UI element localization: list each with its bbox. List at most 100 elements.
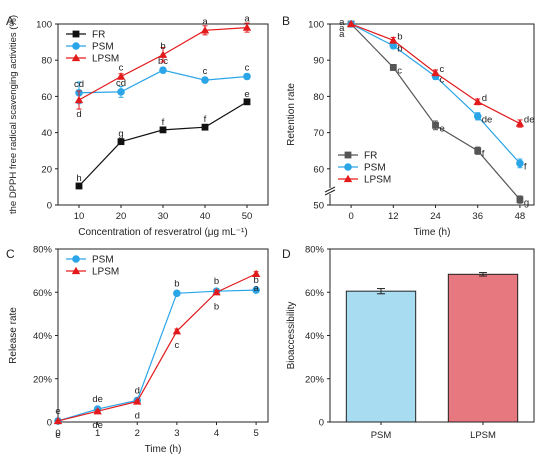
x-tick-label: 0: [55, 428, 60, 439]
legend-label: FR: [92, 30, 105, 41]
y-tick-label: 80%: [33, 245, 53, 256]
series-line: [350, 23, 521, 164]
panel-letter: C: [6, 247, 15, 261]
significance-label: c: [397, 65, 402, 76]
series-line: [57, 273, 257, 422]
series-fr: a c e f g: [339, 17, 529, 209]
legend-marker: [343, 174, 353, 183]
data-point: [212, 288, 221, 296]
data-point: [173, 289, 181, 298]
data-point: [389, 36, 398, 44]
legend-marker: [71, 266, 81, 275]
panel-letter: D: [282, 247, 291, 261]
significance-label: e: [55, 430, 60, 441]
x-tick-label: 3: [174, 428, 179, 439]
significance-label: c: [203, 66, 208, 77]
legend-label: LPSM: [364, 175, 391, 186]
y-tick-label: 60: [41, 92, 52, 103]
legend-marker: [72, 42, 80, 50]
data-point: [474, 147, 482, 155]
y-tick-label: 40: [41, 128, 52, 139]
x-axis-label: Concentration of resveratrol (μg mL⁻¹): [78, 227, 247, 238]
data-point: [389, 64, 397, 71]
y-tick-label: 0: [319, 418, 324, 429]
y-tick-label: 20: [41, 164, 52, 175]
legend-label: LPSM: [92, 54, 119, 65]
significance-label: c: [174, 340, 179, 351]
data-point: [93, 406, 102, 415]
y-tick-label: 40%: [33, 331, 53, 342]
y-axis-label: the DPPH free radical scavenging activit…: [8, 15, 19, 214]
significance-label: c: [119, 62, 124, 73]
significance-label: a: [339, 29, 345, 40]
significance-label: a: [244, 14, 250, 25]
data-point: [133, 397, 142, 405]
significance-label: b: [174, 278, 179, 289]
series-fr: h g f f e: [75, 89, 251, 190]
data-point: [201, 76, 209, 84]
significance-label: f: [524, 161, 527, 172]
significance-label: de: [92, 420, 103, 431]
x-tick-label: 4: [214, 428, 219, 439]
panel-letter: B: [282, 14, 290, 28]
data-point: [74, 95, 84, 104]
x-tick-label: 5: [253, 428, 258, 439]
significance-label: e: [55, 406, 60, 417]
data-point: [516, 196, 524, 203]
data-point: [159, 66, 167, 74]
legend-label: PSM: [92, 42, 114, 53]
significance-label: de: [482, 114, 493, 125]
data-point: [172, 326, 182, 335]
data-point: [516, 159, 524, 168]
legend-label: FR: [364, 151, 377, 162]
y-tick-label: 50: [313, 201, 324, 212]
data-point: [75, 182, 83, 190]
plot-frame: [57, 248, 269, 423]
y-tick-label: 80: [41, 56, 52, 67]
x-tick-label: 40: [200, 211, 211, 222]
series-line: [57, 289, 257, 422]
data-point: [243, 98, 251, 106]
significance-label: cd: [116, 78, 126, 89]
significance-label: b: [214, 301, 219, 312]
axis-break-gap: [325, 188, 335, 194]
bar-lpsm: [447, 273, 519, 423]
significance-label: d: [135, 410, 140, 421]
significance-label: de: [524, 115, 535, 126]
data-point: [252, 286, 260, 294]
significance-label: d: [135, 385, 140, 396]
y-tick-label: 60%: [305, 288, 325, 299]
significance-label: e: [440, 123, 445, 134]
y-tick-label: 0: [47, 418, 52, 429]
data-point: [431, 68, 440, 77]
y-tick-label: 0: [47, 201, 52, 212]
panel-letter: A: [6, 14, 14, 28]
legend-marker: [72, 255, 80, 263]
plot-frame: [329, 23, 535, 206]
legend-label: PSM: [364, 163, 386, 174]
x-tick-label: 12: [388, 211, 399, 222]
significance-label: d: [482, 93, 487, 104]
y-tick-label: 60%: [33, 288, 53, 299]
significance-label: b: [160, 41, 165, 52]
data-point: [117, 88, 125, 96]
data-point: [473, 112, 482, 121]
data-point: [346, 19, 356, 28]
significance-label: b: [397, 44, 402, 55]
significance-label: b: [397, 31, 402, 42]
significance-label: g: [118, 129, 123, 140]
significance-label: d: [76, 109, 81, 120]
significance-label: a: [253, 283, 259, 294]
x-tick-label: 10: [74, 211, 85, 222]
x-tick-label: 36: [472, 211, 483, 222]
significance-label: de: [92, 394, 103, 405]
y-tick-label: 70: [313, 128, 324, 139]
y-tick-label: 60: [313, 164, 324, 175]
x-tick-label: 20: [116, 211, 127, 222]
significance-label: f: [162, 117, 165, 128]
significance-label: b: [253, 275, 258, 286]
